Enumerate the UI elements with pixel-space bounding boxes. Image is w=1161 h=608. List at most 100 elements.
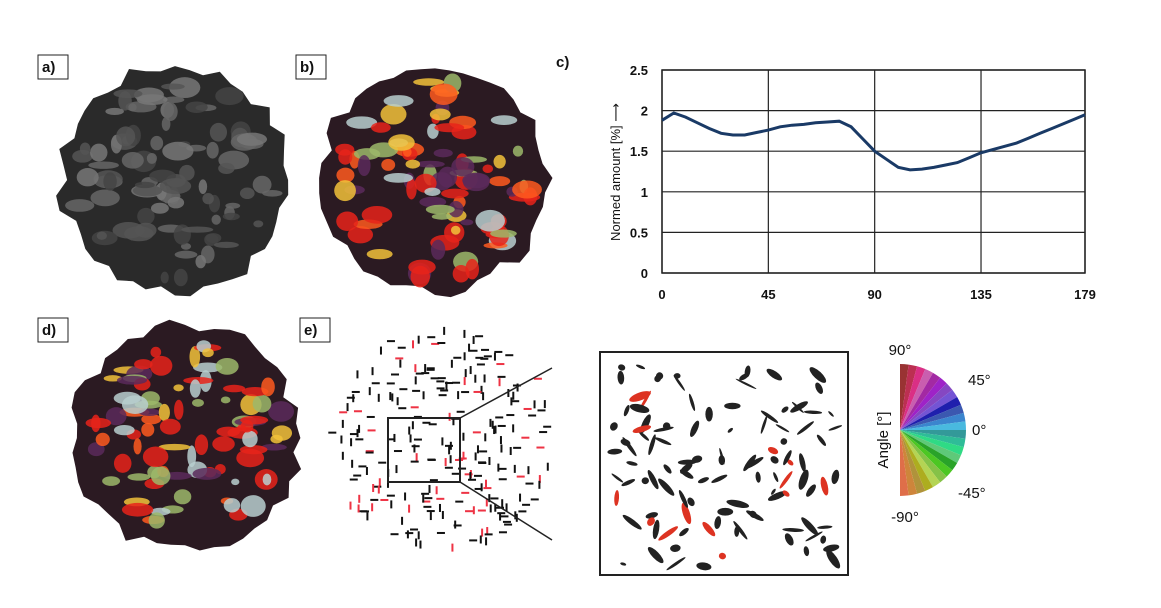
- texture: [453, 356, 462, 359]
- texture: [213, 241, 239, 249]
- texture: [414, 376, 417, 385]
- texture: [133, 438, 142, 455]
- texture: [480, 385, 483, 394]
- texture: [462, 432, 465, 441]
- texture: [635, 364, 646, 370]
- texture: [546, 462, 549, 471]
- texture: [781, 406, 789, 413]
- texture: [386, 340, 395, 343]
- texture: [499, 436, 502, 445]
- texture: [419, 540, 422, 549]
- texture: [491, 420, 494, 429]
- texture: [512, 424, 515, 433]
- texture: [512, 180, 542, 199]
- texture: [658, 478, 675, 496]
- texture: [169, 77, 201, 98]
- texture: [443, 326, 446, 335]
- texture: [528, 414, 537, 417]
- texture: [386, 479, 389, 488]
- texture: [448, 201, 464, 218]
- texture: [405, 532, 414, 535]
- texture: [782, 527, 804, 532]
- texture: [484, 479, 487, 488]
- texture: [426, 368, 435, 371]
- texture: [518, 510, 527, 513]
- texture: [538, 480, 541, 489]
- texture: [498, 467, 507, 470]
- texture: [497, 424, 506, 427]
- texture: [429, 83, 458, 105]
- texture: [458, 467, 467, 470]
- texture: [828, 425, 843, 431]
- texture: [85, 417, 112, 429]
- texture: [488, 456, 491, 465]
- texture: [820, 476, 829, 496]
- texture: [148, 512, 165, 529]
- texture: [431, 213, 453, 220]
- texture: [404, 492, 407, 501]
- texture: [479, 450, 488, 453]
- texture: [422, 391, 425, 400]
- texture: [181, 226, 214, 233]
- texture: [513, 446, 522, 449]
- texture: [457, 391, 460, 400]
- texture: [373, 485, 382, 488]
- texture: [397, 346, 406, 349]
- legend-title: Angle [°]: [875, 412, 892, 469]
- texture: [356, 429, 359, 438]
- texture: [399, 388, 408, 391]
- texture: [490, 497, 499, 500]
- texture: [733, 521, 748, 540]
- angle-wheel: [900, 364, 966, 496]
- texture: [481, 528, 484, 537]
- texture: [647, 517, 655, 526]
- texture: [475, 335, 484, 338]
- texture: [611, 473, 624, 483]
- legend-label: 0°: [972, 422, 986, 439]
- texture: [632, 425, 652, 434]
- texture: [412, 389, 421, 392]
- texture: [734, 526, 740, 537]
- wheel-wedge: [900, 430, 961, 463]
- texture: [500, 444, 503, 453]
- texture: [368, 387, 371, 396]
- texture: [127, 473, 151, 481]
- texture: [711, 474, 728, 483]
- texture: [473, 474, 482, 477]
- texture: [782, 490, 790, 497]
- texture: [383, 172, 414, 183]
- wheel-wedge: [900, 430, 966, 448]
- texture: [670, 544, 681, 552]
- texture: [431, 342, 440, 345]
- texture: [79, 142, 91, 155]
- texture: [198, 179, 208, 194]
- texture: [353, 410, 362, 413]
- wheel-wedge: [900, 372, 941, 430]
- texture: [482, 392, 485, 401]
- texture: [494, 503, 497, 512]
- wheel-wedge: [900, 430, 953, 477]
- texture: [262, 190, 283, 197]
- texture: [434, 123, 465, 133]
- x-tick-label: 179: [1074, 287, 1096, 302]
- texture: [477, 509, 486, 512]
- texture: [222, 212, 240, 221]
- texture: [679, 469, 694, 479]
- texture: [705, 406, 713, 422]
- texture: [690, 420, 700, 437]
- texture: [417, 335, 420, 344]
- y-tick-label: 0: [641, 266, 648, 281]
- texture: [183, 377, 214, 385]
- wheel-wedge: [900, 430, 958, 471]
- texture: [496, 363, 505, 366]
- texture: [498, 378, 501, 387]
- texture: [441, 188, 469, 199]
- texture: [481, 348, 490, 351]
- texture: [236, 448, 265, 468]
- x-tick-label: 90: [867, 287, 881, 302]
- texture: [784, 533, 794, 546]
- texture: [475, 209, 505, 232]
- texture: [223, 384, 246, 393]
- texture: [476, 363, 485, 366]
- texture: [475, 356, 484, 359]
